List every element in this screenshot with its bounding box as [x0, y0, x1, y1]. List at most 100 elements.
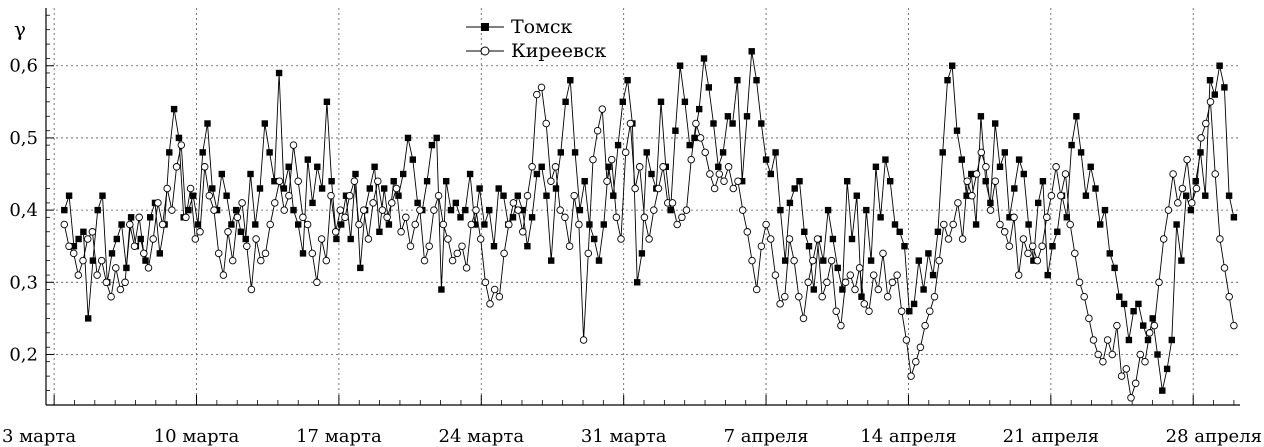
data-point-kireevsk [327, 191, 335, 200]
data-point-tomsk [209, 185, 216, 192]
data-point-tomsk [1054, 228, 1061, 235]
data-point-tomsk [190, 192, 197, 199]
data-point-tomsk [686, 141, 693, 149]
data-point-tomsk [829, 235, 837, 243]
data-point-tomsk [796, 178, 803, 185]
data-point-kireevsk [402, 213, 410, 222]
data-point-kireevsk [575, 220, 583, 229]
data-point-tomsk [194, 221, 202, 228]
data-point-kireevsk [776, 300, 784, 308]
data-point-kireevsk [799, 314, 808, 323]
data-point-tomsk [295, 221, 302, 228]
data-point-tomsk [127, 214, 135, 221]
data-point-kireevsk [65, 242, 73, 250]
data-point-kireevsk [1057, 191, 1065, 200]
y-tick-label: 0,4 [9, 200, 38, 221]
data-point-tomsk [452, 199, 459, 207]
data-point-tomsk [1149, 315, 1156, 322]
data-point-tomsk [643, 149, 650, 156]
data-point-kireevsk [285, 191, 293, 200]
data-point-kireevsk [1206, 98, 1215, 106]
data-point-tomsk [681, 98, 689, 105]
data-point-kireevsk [921, 321, 929, 330]
data-point-kireevsk [743, 228, 752, 236]
data-point-tomsk [1211, 91, 1218, 98]
data-point-kireevsk [126, 220, 134, 229]
data-point-kireevsk [972, 170, 981, 178]
data-point-kireevsk [168, 206, 176, 214]
data-point-tomsk [256, 185, 264, 192]
data-point-tomsk [715, 163, 722, 170]
data-point-kireevsk [341, 213, 349, 222]
data-point-kireevsk [944, 235, 953, 243]
data-point-tomsk [767, 170, 774, 178]
data-point-kireevsk [261, 249, 270, 258]
data-point-kireevsk [1052, 163, 1060, 171]
data-point-kireevsk [374, 177, 382, 185]
data-point-tomsk [1039, 178, 1047, 185]
data-point-tomsk [963, 192, 970, 199]
data-point-tomsk [65, 192, 73, 199]
data-point-tomsk [782, 257, 789, 264]
data-point-tomsk [772, 149, 779, 156]
data-point-tomsk [863, 206, 870, 214]
data-point-kireevsk [425, 242, 433, 250]
data-point-tomsk [581, 178, 588, 185]
data-point-kireevsk [991, 177, 1000, 185]
data-point-kireevsk [1174, 199, 1182, 207]
data-point-kireevsk [893, 271, 901, 279]
data-point-kireevsk [935, 256, 943, 265]
data-point-kireevsk [1131, 379, 1140, 388]
data-point-tomsk [557, 149, 564, 156]
data-point-tomsk [634, 279, 641, 286]
data-point-tomsk [514, 192, 521, 199]
data-point-tomsk [218, 170, 225, 178]
data-point-kireevsk [392, 184, 401, 193]
data-point-tomsk [1130, 308, 1137, 315]
data-point-kireevsk [523, 191, 532, 200]
data-point-kireevsk [467, 220, 476, 229]
data-point-kireevsk [593, 126, 602, 135]
data-point-tomsk [376, 228, 383, 235]
data-point-kireevsk [420, 256, 429, 265]
data-point-tomsk [156, 250, 163, 257]
data-point-tomsk [624, 77, 631, 84]
data-point-kireevsk [902, 336, 911, 344]
data-point-tomsk [323, 98, 331, 105]
data-point-kireevsk [1043, 213, 1051, 222]
data-point-kireevsk [317, 235, 326, 243]
data-point-kireevsk [505, 220, 513, 229]
data-point-kireevsk [303, 220, 312, 229]
data-point-kireevsk [659, 163, 667, 171]
data-point-tomsk [667, 206, 674, 214]
data-point-kireevsk [257, 256, 265, 265]
data-point-kireevsk [617, 235, 625, 243]
data-point-tomsk [910, 300, 918, 308]
data-point-tomsk [318, 185, 326, 192]
data-point-kireevsk [542, 119, 550, 128]
data-point-kireevsk [130, 242, 139, 250]
data-point-kireevsk [369, 199, 377, 207]
data-point-tomsk [1187, 206, 1195, 214]
data-point-tomsk [500, 192, 507, 199]
data-point-tomsk [1030, 257, 1037, 264]
x-tick-label: 28 апреля [1166, 426, 1262, 447]
data-point-tomsk [347, 235, 354, 243]
data-point-tomsk [237, 228, 245, 235]
data-point-kireevsk [308, 249, 317, 258]
data-point-tomsk [1192, 178, 1199, 185]
data-point-tomsk [1221, 84, 1228, 91]
data-point-tomsk [366, 185, 373, 192]
data-point-tomsk [285, 163, 292, 170]
data-point-kireevsk [589, 155, 597, 164]
data-point-tomsk [1111, 264, 1118, 272]
data-point-kireevsk [626, 119, 635, 128]
data-point-tomsk [958, 156, 965, 163]
data-point-kireevsk [738, 206, 747, 214]
legend: Томск Киреевск [466, 16, 606, 62]
data-point-kireevsk [958, 235, 967, 243]
grid-lines [46, 8, 1240, 405]
data-point-kireevsk [954, 199, 962, 207]
data-point-tomsk [929, 271, 937, 279]
data-point-kireevsk [1197, 134, 1205, 142]
